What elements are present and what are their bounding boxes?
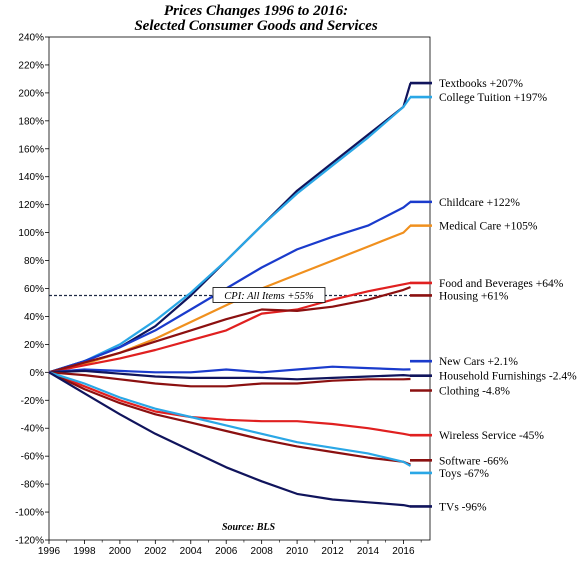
legend-label: TVs -96% <box>439 501 487 513</box>
y-tick-label: 60% <box>24 284 44 295</box>
y-tick-label: 200% <box>18 88 44 99</box>
legend-label: Software -66% <box>439 455 509 467</box>
series-line <box>48 371 411 466</box>
legend-label: Housing +61% <box>439 290 509 302</box>
x-tick-label: 2016 <box>392 546 415 557</box>
legend-label: Childcare +122% <box>439 197 520 209</box>
y-tick-label: -20% <box>21 396 44 407</box>
cpi-label: CPI: All Items +55% <box>224 291 314 302</box>
y-tick-label: 40% <box>24 312 44 323</box>
chart-title-line2: Selected Consumer Goods and Services <box>134 18 377 34</box>
cpi-label-box <box>212 287 326 303</box>
series-line <box>48 96 412 374</box>
y-tick-label: 100% <box>18 228 44 239</box>
y-tick-label: 140% <box>18 172 44 183</box>
x-tick-label: 2004 <box>180 546 203 557</box>
x-tick-label: 2008 <box>251 546 274 557</box>
legend-label: Textbooks +207% <box>439 78 523 90</box>
y-tick-label: -80% <box>21 480 44 491</box>
series-line <box>48 369 411 381</box>
series-line <box>48 286 411 374</box>
plot-area: -120% -100% -80% -60% -40% -20% 0% 20% 40% 60% 80%… <box>15 33 431 557</box>
series-line <box>48 371 412 467</box>
x-tick-label: 1998 <box>73 546 96 557</box>
series-line <box>48 201 412 374</box>
legend-label: Wireless Service -45% <box>439 430 544 442</box>
y-tick-label: -40% <box>21 424 44 435</box>
x-tick-label: 2012 <box>321 546 344 557</box>
x-tick-label: 2000 <box>109 546 132 557</box>
y-tick-label: 180% <box>18 116 44 127</box>
legend-label: New Cars +2.1% <box>439 356 518 368</box>
x-tick-label: 1996 <box>38 546 61 557</box>
y-tick-label: -120% <box>15 536 44 547</box>
y-tick-label: -60% <box>21 452 44 463</box>
y-tick-label: -100% <box>15 508 44 519</box>
legend-label: Household Furnishings -2.4% <box>439 371 577 383</box>
series-line <box>48 371 411 437</box>
y-tick-label: 80% <box>24 256 44 267</box>
source-note: Source: BLS <box>222 522 276 533</box>
y-tick-label: 220% <box>18 60 44 71</box>
y-tick-label: 0% <box>30 368 45 379</box>
series-line <box>48 371 411 388</box>
legend: Textbooks +207% College Tuition +197% Chil… <box>410 78 577 513</box>
legend-label: Clothing -4.8% <box>439 385 510 397</box>
series-line <box>48 281 411 374</box>
series-line <box>48 365 411 374</box>
y-tick-label: 160% <box>18 144 44 155</box>
x-tick-label: 2014 <box>357 546 380 557</box>
y-tick-label: 20% <box>24 340 44 351</box>
x-tick-label: 2010 <box>286 546 309 557</box>
y-tick-label: 240% <box>18 33 44 44</box>
y-tick-label: 120% <box>18 200 44 211</box>
x-tick-label: 2006 <box>215 546 238 557</box>
legend-label: College Tuition +197% <box>439 92 548 104</box>
series-line <box>48 371 411 508</box>
chart-title-line1: Prices Changes 1996 to 2016: <box>164 3 348 19</box>
legend-label: Food and Beverages +64% <box>439 278 564 290</box>
legend-label: Toys -67% <box>439 468 489 480</box>
x-tick-label: 2002 <box>144 546 167 557</box>
legend-label: Medical Care +105% <box>439 221 538 233</box>
